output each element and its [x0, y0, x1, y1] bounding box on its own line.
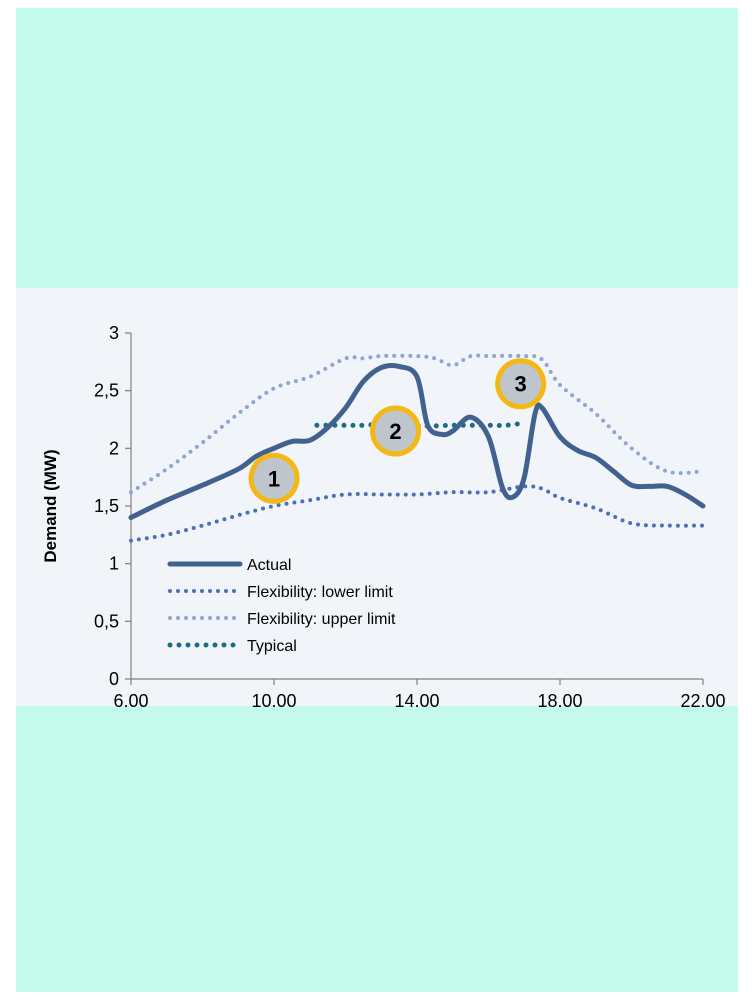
x-tick-label: 22.00	[680, 691, 725, 711]
legend-label-actual: Actual	[247, 557, 291, 574]
callout-marker-circle	[248, 452, 300, 504]
y-tick-label: 1,5	[94, 496, 119, 516]
x-tick-label: 6.00	[113, 691, 148, 711]
callout-marker-circle	[370, 405, 422, 457]
series-layer	[128, 353, 706, 543]
series-line-typical	[314, 411, 527, 429]
series-line-flexibility-lower-limit	[129, 484, 705, 543]
bottom-background-band	[16, 706, 738, 992]
callout-markers: 1 2 3	[248, 358, 547, 504]
callout-marker-label: 1	[268, 466, 280, 491]
y-tick-label: 2,5	[94, 381, 119, 401]
series-line-flexibility-upper-limit	[129, 353, 705, 495]
legend-label-flexibility-lower-limit: Flexibility: lower limit	[247, 584, 393, 601]
legend-label-typical: Typical	[247, 638, 297, 655]
series-line-actual	[128, 362, 706, 520]
callout-marker-label: 3	[515, 372, 527, 397]
callout-marker-label: 2	[389, 419, 401, 444]
y-tick-label: 0	[109, 669, 119, 689]
legend-label-flexibility-upper-limit: Flexibility: upper limit	[247, 611, 396, 628]
legend: Actual Flexibility: lower limit Flexibilit…	[167, 557, 396, 655]
x-tick-label: 18.00	[537, 691, 582, 711]
y-tick-label: 0,5	[94, 611, 119, 631]
axes: 0 0,5 1 1,5 2 2,5 3 6.00 10.00 14.00 18.00 22.00	[94, 323, 726, 711]
y-tick-label: 2	[109, 438, 119, 458]
x-tick-label: 10.00	[251, 691, 296, 711]
y-axis-label: Demand (MW)	[41, 449, 60, 562]
callout-marker-circle	[495, 358, 547, 410]
y-tick-label: 1	[109, 554, 119, 574]
y-tick-label: 3	[109, 323, 119, 343]
x-tick-label: 14.00	[394, 691, 439, 711]
top-background-band	[16, 8, 738, 288]
